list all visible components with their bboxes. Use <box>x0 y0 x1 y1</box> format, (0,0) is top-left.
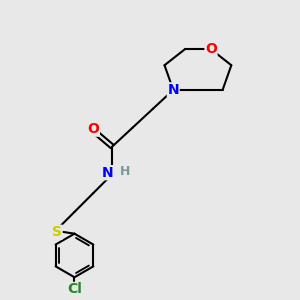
Text: H: H <box>120 165 130 178</box>
Text: N: N <box>102 166 114 180</box>
Text: Cl: Cl <box>67 282 82 296</box>
Text: O: O <box>87 122 99 136</box>
Text: S: S <box>52 225 62 239</box>
Text: N: N <box>167 83 179 97</box>
Text: O: O <box>205 42 217 56</box>
